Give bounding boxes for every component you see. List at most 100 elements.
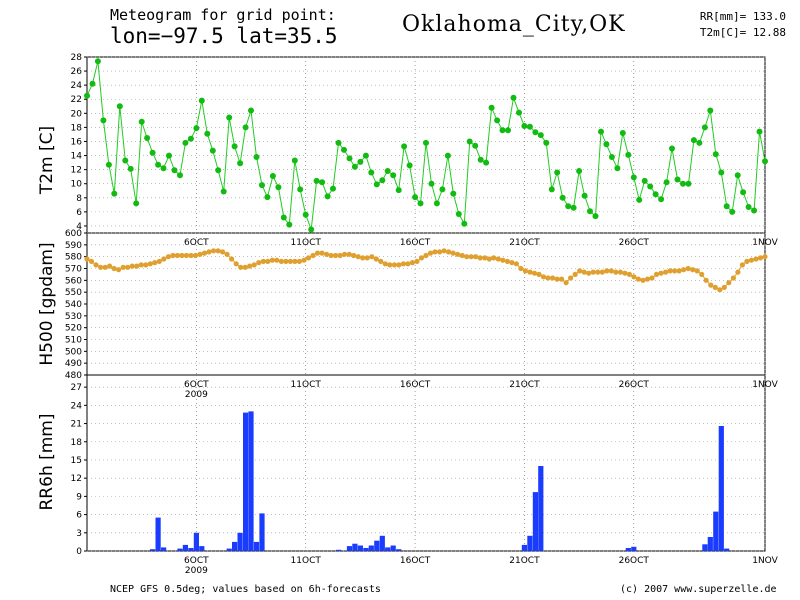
t2m-point (532, 129, 539, 136)
h500-point (468, 254, 474, 260)
t2m-point (319, 179, 326, 186)
t2m-point (324, 193, 331, 200)
rr6h-bar (396, 549, 402, 551)
rr6h-bar (527, 535, 533, 551)
t2m-point (357, 158, 364, 165)
h500-point (699, 271, 705, 277)
h500-point (296, 258, 302, 264)
h500-point (608, 268, 614, 274)
h500-point (274, 257, 280, 263)
h500-point (441, 248, 447, 254)
h500-point (757, 255, 764, 261)
h500-point (617, 269, 624, 275)
h500-point (242, 264, 248, 270)
h500-point (165, 254, 171, 260)
h500-point (373, 256, 379, 262)
t2m-point (231, 143, 238, 150)
y-tick-label: 500 (65, 347, 82, 357)
t2m-point (439, 186, 446, 193)
t2m-point (182, 139, 189, 146)
h500-point (278, 258, 284, 264)
h500-point (183, 252, 189, 259)
t2m-point (100, 117, 107, 124)
t2m-point (543, 139, 550, 146)
rr6h-bar (161, 547, 167, 551)
rr6h-bar (385, 547, 391, 551)
t2m-point (581, 192, 588, 199)
h500-point (369, 254, 375, 260)
t2m-point (488, 104, 495, 111)
t2m-point (723, 203, 730, 210)
h500-point (672, 268, 678, 274)
y-tick-label: 4 (76, 222, 82, 232)
rr6h-bar (718, 426, 724, 551)
h500-point (238, 264, 244, 270)
t2m-point (696, 139, 703, 146)
h500-point (491, 255, 497, 261)
h500-point (473, 254, 479, 260)
t2m-point (734, 172, 741, 179)
panel-frame (86, 374, 766, 552)
x-tick-label: 21OCT (509, 380, 540, 390)
h500-point (405, 261, 411, 267)
t2m-point (264, 194, 271, 201)
h500-point (129, 263, 135, 269)
h500-point (540, 274, 547, 280)
h500-point (93, 262, 99, 268)
h500-point (328, 252, 334, 259)
h500-point (287, 258, 293, 264)
title-line-2: lon=−97.5 lat=35.5 (110, 24, 338, 48)
h500-point (292, 258, 298, 264)
t2m-point (297, 186, 304, 193)
t2m-point (226, 114, 233, 121)
h500-point (586, 270, 592, 276)
x-tick-label: 6OCT (184, 380, 209, 390)
t2m-point (674, 176, 681, 183)
y-tick-label: 570 (65, 265, 82, 275)
rr6h-bar (188, 548, 194, 551)
t2m-point (614, 165, 621, 172)
h500-point (545, 275, 551, 281)
h500-point (708, 282, 714, 288)
rr6h-bar (150, 549, 156, 551)
x-tick-label: 16OCT (400, 556, 431, 566)
y-tick-label: 9 (76, 492, 82, 502)
x-tick-label: 11OCT (291, 380, 322, 390)
y-tick-label: 22 (71, 95, 82, 105)
h500-point (590, 269, 596, 275)
t2m-point (718, 169, 725, 176)
h500-point (143, 262, 149, 268)
h500-point (550, 275, 556, 281)
t2m-point (242, 124, 249, 131)
h500-point (486, 256, 492, 262)
y-tick-label: 6 (76, 208, 82, 218)
h500-point (333, 252, 339, 259)
h500-point (120, 264, 126, 270)
h500-point (649, 275, 655, 281)
rr6h-bar (352, 543, 358, 551)
t2m-point (505, 127, 511, 134)
h500-point (513, 261, 520, 267)
station-name: Oklahoma_City,OK (402, 12, 626, 37)
h500-point (283, 258, 289, 264)
h500-point (152, 260, 158, 266)
x-tick-label: 26OCT (619, 380, 650, 390)
h500-point (88, 258, 95, 264)
x-tick-label: 6OCT (184, 238, 209, 248)
rr6h-bar (521, 544, 527, 551)
h500-point (310, 252, 316, 259)
t2m-point (729, 208, 736, 215)
h500-point (500, 257, 506, 263)
t2m-point (133, 200, 140, 207)
h500-point (355, 254, 361, 260)
x-tick-label: 21OCT (509, 556, 540, 566)
rr6h-bar (374, 540, 380, 551)
rr6h-bar (357, 545, 363, 551)
h500-point (265, 258, 271, 264)
h500-point (644, 276, 651, 282)
rr6h-bar (226, 548, 232, 551)
rr6h-bar (199, 546, 205, 551)
t2m-point (444, 152, 451, 159)
h500-point (360, 255, 366, 261)
h500-point (459, 252, 465, 259)
